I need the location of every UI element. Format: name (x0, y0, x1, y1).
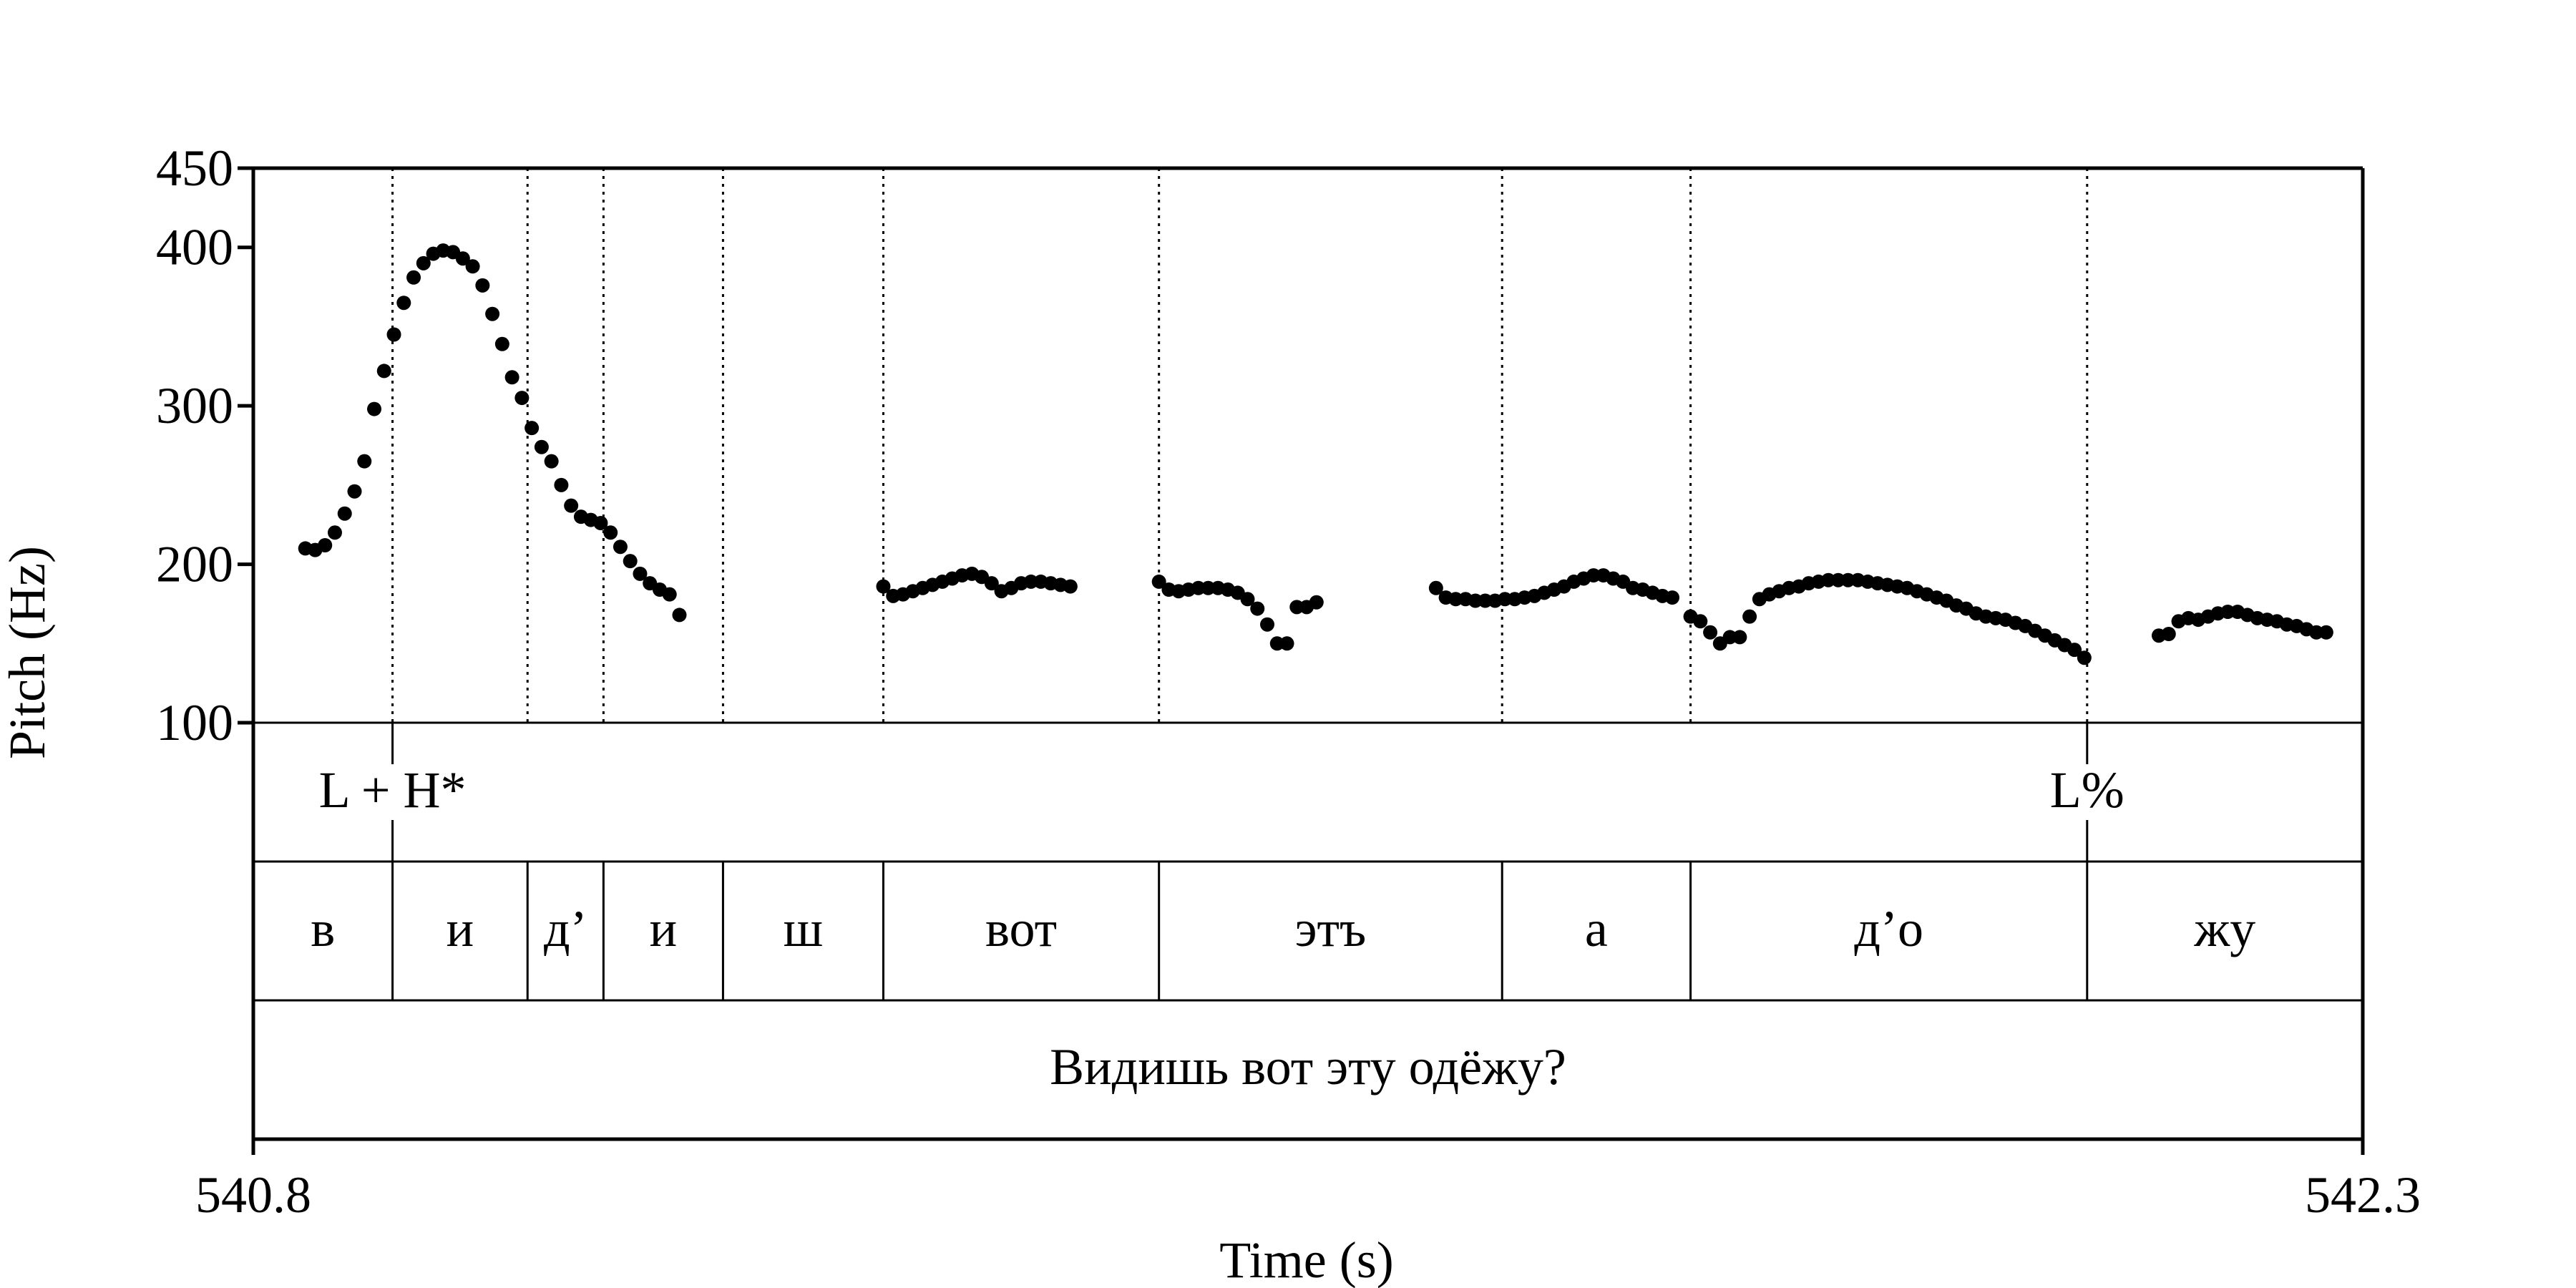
pitch-point (455, 251, 470, 266)
segment-label: ш (784, 900, 823, 957)
pitch-point (1448, 592, 1463, 607)
pitch-point (327, 525, 342, 540)
pitch-point (376, 364, 391, 379)
segment-label: в (311, 900, 335, 957)
annotation-tiers: L + H* L% в и д’ и ш вот этъ а д’о жу Видишь вот эту… (253, 721, 2363, 1096)
pitch-point (525, 421, 540, 436)
pitch-point (396, 296, 411, 311)
pitch-point (1830, 572, 1845, 587)
y-tick-label: 400 (156, 219, 233, 276)
y-tick-label: 450 (156, 140, 233, 197)
pitch-point (1240, 592, 1255, 607)
x-axis-label: Time (s) (1219, 1231, 1393, 1288)
pitch-point (1151, 574, 1166, 589)
pitch-point (2067, 643, 2082, 658)
segment-label: и (650, 900, 678, 957)
pitch-point (1260, 617, 1275, 632)
pitch-point (876, 579, 891, 594)
segment-label: д’ (544, 900, 587, 957)
y-tick-label: 100 (156, 694, 233, 751)
tone-label: L% (2050, 761, 2124, 819)
segment-label: вот (985, 900, 1057, 957)
pitch-point (1250, 601, 1265, 616)
segment-label: этъ (1295, 900, 1367, 957)
pitch-point (554, 477, 569, 492)
pitch-point (1665, 590, 1680, 605)
pitch-point (1732, 630, 1747, 645)
pitch-point (1279, 636, 1294, 651)
pitch-point (1269, 636, 1284, 651)
sentence-label: Видишь вот эту одёжу? (1050, 1038, 1566, 1096)
pitch-point (1722, 630, 1737, 645)
y-tick-label: 200 (156, 536, 233, 593)
pitch-point (613, 540, 628, 555)
pitch-point (406, 270, 421, 285)
pitch-point (1289, 600, 1304, 615)
segment-label: и (447, 900, 474, 957)
y-axis-label: Pitch (Hz) (0, 546, 56, 759)
pitch-point (544, 454, 559, 469)
pitch-point (1742, 609, 1757, 624)
pitch-point (2077, 650, 2092, 665)
pitch-point (2161, 627, 2176, 641)
pitch-point (485, 306, 500, 321)
pitch-point (347, 484, 362, 499)
pitch-point (2220, 605, 2235, 619)
tone-label: L + H* (319, 761, 467, 819)
pitch-point (603, 525, 618, 540)
pitch-point (386, 327, 401, 342)
pitch-point (416, 255, 431, 270)
pitch-point (1468, 593, 1483, 608)
pitch-point (564, 498, 579, 513)
pitch-point (662, 587, 677, 602)
pitch-point (534, 439, 549, 454)
y-tick-label: 300 (156, 377, 233, 434)
pitch-point (1201, 580, 1216, 595)
pitch-point (494, 336, 509, 351)
pitch-point (1498, 592, 1513, 607)
pitch-point (504, 370, 519, 385)
pitch-point (623, 554, 638, 569)
pitch-point (1821, 572, 1836, 587)
pitch-point (367, 401, 382, 416)
pitch-point (1023, 574, 1038, 589)
pitch-point (475, 278, 490, 293)
pitch-point (1693, 614, 1708, 629)
x-tick-label: 542.3 (2305, 1166, 2421, 1224)
segment-label: а (1585, 900, 1608, 957)
segment-label: жу (2194, 900, 2256, 957)
x-tick-label: 540.8 (195, 1166, 311, 1224)
pitch-point (1063, 579, 1078, 594)
pitch-point (1309, 595, 1324, 610)
pitch-point (1703, 625, 1718, 640)
pitch-point (593, 516, 608, 530)
pitch-point (337, 506, 352, 521)
axes: 100 200 300 400 450 540.8 542.3 (156, 140, 2421, 1224)
pitch-point (672, 608, 687, 623)
boundary-lines (391, 168, 2089, 723)
pitch-point (633, 566, 648, 581)
pitch-point (1586, 568, 1601, 583)
pitch-point (1840, 572, 1855, 587)
pitch-point (2318, 625, 2333, 640)
pitch-point (984, 576, 999, 591)
pitch-point (1191, 580, 1206, 595)
pitch-point (1428, 580, 1443, 595)
pitch-points (298, 243, 2333, 665)
pitch-point (318, 538, 333, 552)
pitch-point (1478, 593, 1493, 608)
pitch-point (2309, 625, 2324, 640)
pitch-point (514, 391, 530, 406)
pitch-point (465, 259, 480, 274)
pitch-point (357, 454, 372, 469)
segment-label: д’о (1854, 900, 1923, 957)
